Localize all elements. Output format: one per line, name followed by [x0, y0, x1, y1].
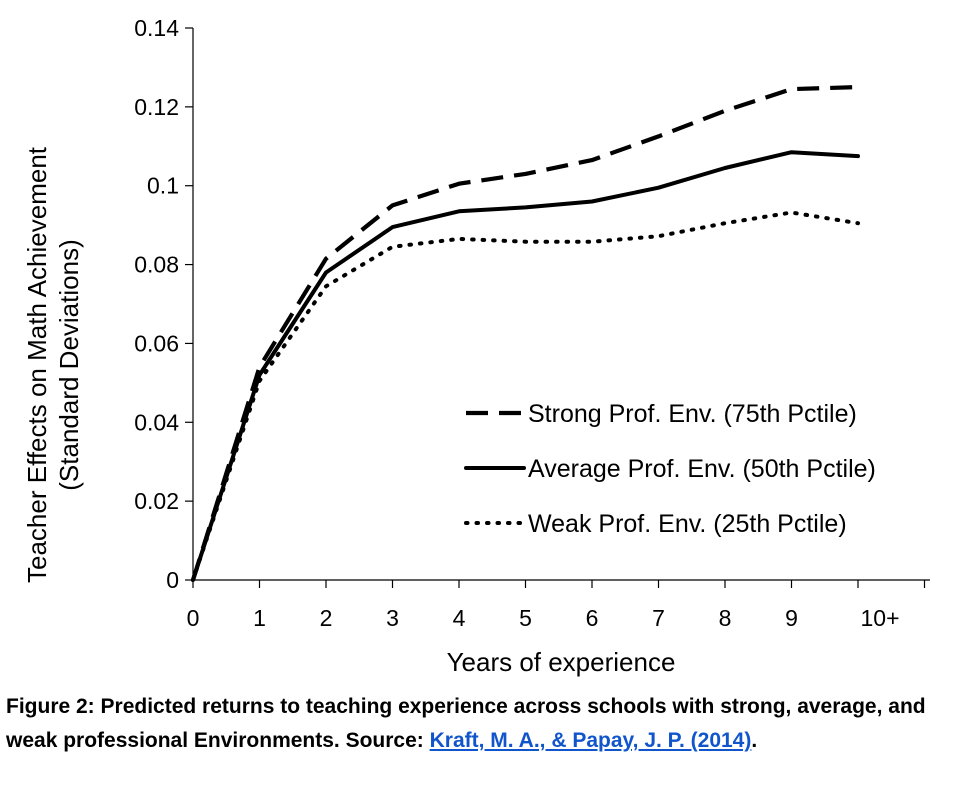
x-tick-label: 3: [386, 605, 399, 631]
legend: Strong Prof. Env. (75th Pctile) Average P…: [464, 400, 876, 538]
caption-text: Figure 2: Predicted returns to teaching …: [6, 695, 926, 752]
x-tick-label: 2: [320, 605, 333, 631]
x-tick-label: 0: [187, 605, 200, 631]
source-link[interactable]: Kraft, M. A., & Papay, J. P. (2014): [429, 729, 752, 752]
x-tick-label: 10+: [860, 605, 899, 631]
y-tick-label: 0.14: [134, 15, 179, 41]
x-tick-label: 1: [253, 605, 266, 631]
x-tick-label: 5: [519, 605, 532, 631]
y-tick-label: 0.02: [134, 488, 179, 514]
legend-label-1: Strong Prof. Env. (75th Pctile): [528, 400, 857, 428]
line-chart: 0 0.02 0.04 0.06 0.08 0.1 0.12 0.14 0 1 2 3 4 5 6 7 8 9 1…: [22, 15, 930, 677]
series-layer: [190, 85, 860, 582]
series-line-2: [191, 150, 860, 582]
series-line-1: [190, 85, 859, 581]
y-tick-label: 0.08: [134, 252, 179, 278]
legend-label-3: Weak Prof. Env. (25th Pctile): [528, 510, 847, 538]
x-axis-title: Years of experience: [447, 647, 676, 677]
legend-label-2: Average Prof. Env. (50th Pctile): [528, 455, 876, 483]
x-axis: 0 1 2 3 4 5 6 7 8 9 10+: [187, 579, 930, 631]
series-line-3: [191, 210, 860, 582]
y-tick-label: 0: [166, 567, 179, 593]
x-tick-label: 9: [785, 605, 798, 631]
x-tick-label: 7: [652, 605, 665, 631]
x-tick-label: 6: [586, 605, 599, 631]
y-tick-label: 0.06: [134, 330, 179, 356]
x-tick-label: 4: [453, 605, 466, 631]
y-tick-label: 0.04: [134, 409, 179, 435]
y-axis: 0 0.02 0.04 0.06 0.08 0.1 0.12 0.14: [134, 15, 194, 593]
x-tick-label: 8: [719, 605, 732, 631]
y-tick-label: 0.1: [147, 173, 179, 199]
y-axis-title-line2: (Standard Deviations): [54, 239, 84, 490]
figure-caption: Figure 2: Predicted returns to teaching …: [6, 690, 966, 758]
y-tick-label: 0.12: [134, 94, 179, 120]
y-axis-title-line1: Teacher Effects on Math Achievement: [22, 146, 52, 583]
caption-tail: .: [751, 729, 758, 752]
